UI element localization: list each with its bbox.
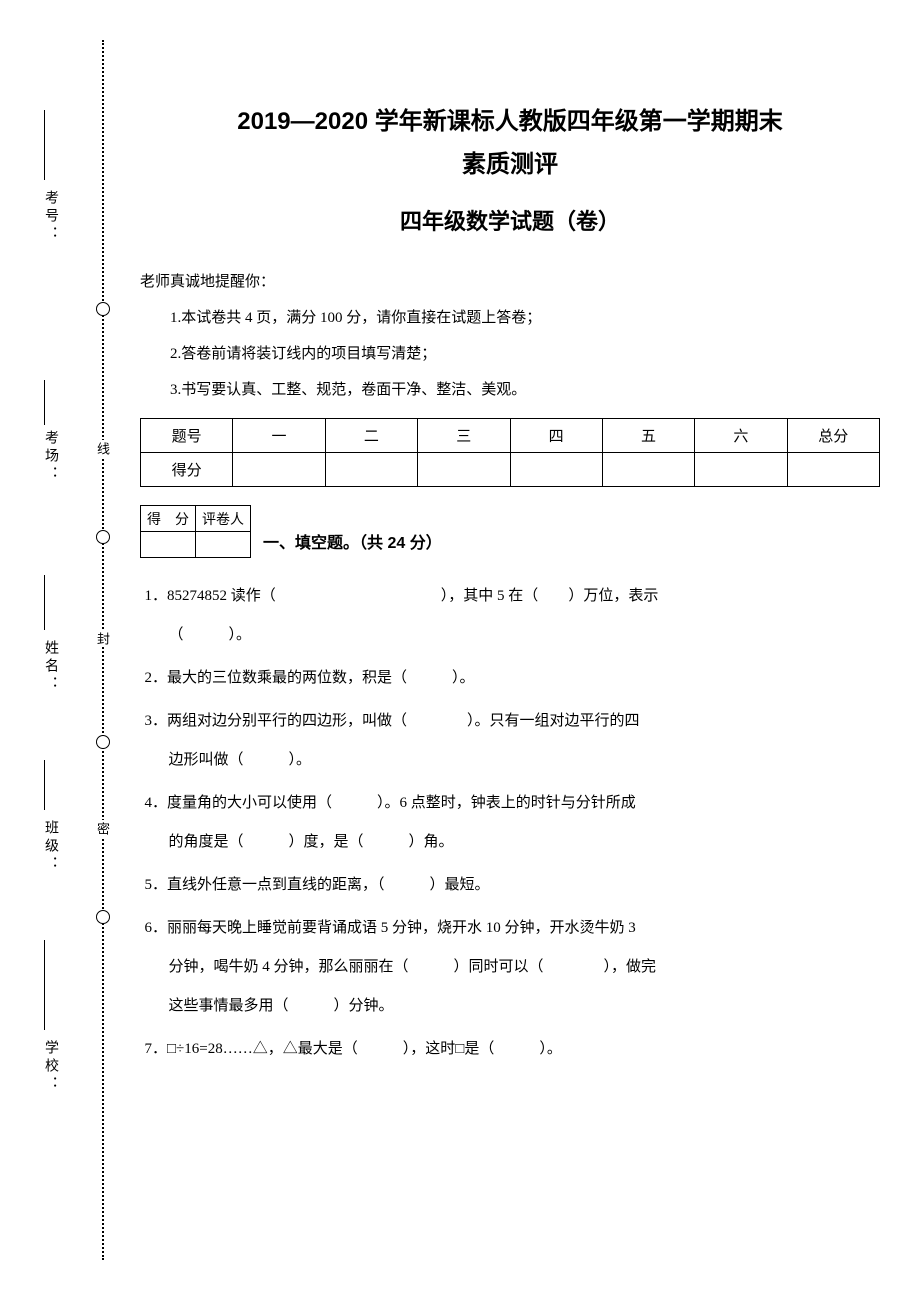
circle-marker — [96, 530, 110, 544]
q1-part: （ — [169, 627, 184, 643]
score-cell — [418, 453, 510, 487]
score-header: 二 — [325, 419, 417, 453]
grader-cell — [141, 532, 196, 558]
binding-dotted-line — [102, 40, 104, 1260]
score-cell — [695, 453, 787, 487]
score-header: 五 — [602, 419, 694, 453]
marker-xian: 线 — [93, 440, 112, 457]
q1-part: ），其中 5 在（ — [441, 588, 539, 604]
marker-mi: 密 — [93, 820, 112, 837]
score-cell — [325, 453, 417, 487]
label-xuexiao: 学校： — [40, 1040, 60, 1094]
reminder-item: 3.书写要认真、工整、规范，卷面干净、整洁、美观。 — [140, 372, 880, 408]
underline — [44, 760, 45, 810]
reminder-item: 1.本试卷共 4 页，满分 100 分，请你直接在试题上答卷； — [140, 300, 880, 336]
page-title-line2: 素质测评 — [140, 143, 880, 186]
reminder-item: 2.答卷前请将装订线内的项目填写清楚； — [140, 336, 880, 372]
label-xingming: 姓名： — [40, 640, 60, 694]
circle-marker — [96, 735, 110, 749]
score-cell — [233, 453, 325, 487]
score-header: 题号 — [141, 419, 233, 453]
q6-line: 这些事情最多用（ ）分钟。 — [145, 987, 881, 1026]
marker-feng: 封 — [93, 630, 112, 647]
score-header: 六 — [695, 419, 787, 453]
question-4: 4．度量角的大小可以使用（ ）。6 点整时，钟表上的时针与分针所成 的角度是（ … — [140, 784, 880, 862]
label-banji: 班级： — [40, 820, 60, 874]
score-header: 四 — [510, 419, 602, 453]
q4-line: 4．度量角的大小可以使用（ ）。6 点整时，钟表上的时针与分针所成 — [145, 795, 636, 811]
score-header: 总分 — [787, 419, 879, 453]
question-7: 7．□÷16=28……△，△最大是（ ），这时□是（ ）。 — [140, 1030, 880, 1069]
underline — [44, 110, 45, 180]
q3-line: 边形叫做（ ）。 — [145, 741, 881, 780]
q1-part: 1．85274852 读作（ — [145, 588, 276, 604]
page-content: 2019—2020 学年新课标人教版四年级第一学期期末 素质测评 四年级数学试题… — [140, 100, 880, 1073]
q3-line: 3．两组对边分别平行的四边形，叫做（ ）。只有一组对边平行的四 — [145, 713, 640, 729]
q4-line: 的角度是（ ）度，是（ ）角。 — [145, 823, 881, 862]
circle-marker — [96, 302, 110, 316]
label-kaohao: 考号： — [40, 190, 60, 244]
q6-line: 分钟，喝牛奶 4 分钟，那么丽丽在（ ）同时可以（ ），做完 — [145, 948, 881, 987]
circle-marker — [96, 910, 110, 924]
score-cell — [787, 453, 879, 487]
question-6: 6．丽丽每天晚上睡觉前要背诵成语 5 分钟，烧开水 10 分钟，开水烫牛奶 3 … — [140, 909, 880, 1026]
question-2: 2．最大的三位数乘最的两位数，积是（ ）。 — [140, 659, 880, 698]
question-3: 3．两组对边分别平行的四边形，叫做（ ）。只有一组对边平行的四 边形叫做（ ）。 — [140, 702, 880, 780]
grader-label: 评卷人 — [196, 506, 251, 532]
grader-table: 得 分 评卷人 — [140, 505, 251, 558]
reminder-head: 老师真诚地提醒你： — [140, 264, 880, 300]
score-table: 题号 一 二 三 四 五 六 总分 得分 — [140, 418, 880, 487]
score-header: 三 — [418, 419, 510, 453]
page-title-line1: 2019—2020 学年新课标人教版四年级第一学期期末 — [140, 100, 880, 143]
section-header-block: 得 分 评卷人 一、填空题。（共 24 分） — [140, 505, 880, 559]
underline — [44, 380, 45, 425]
binding-column: 考号： 考场： 姓名： 班级： 学校： 线 封 密 — [40, 40, 130, 1260]
question-1: 1．85274852 读作（ ），其中 5 在（ ）万位，表示 （ ）。 — [140, 577, 880, 655]
q6-line: 6．丽丽每天晚上睡觉前要背诵成语 5 分钟，烧开水 10 分钟，开水烫牛奶 3 — [145, 920, 636, 936]
score-header: 一 — [233, 419, 325, 453]
page-subtitle: 四年级数学试题（卷） — [140, 204, 880, 236]
score-cell — [510, 453, 602, 487]
grader-label: 得 分 — [141, 506, 196, 532]
question-5: 5．直线外任意一点到直线的距离，（ ）最短。 — [140, 866, 880, 905]
q1-part: ）万位，表示 — [568, 588, 658, 604]
score-label: 得分 — [141, 453, 233, 487]
underline — [44, 575, 45, 630]
underline — [44, 940, 45, 1030]
score-cell — [602, 453, 694, 487]
q1-part: ）。 — [229, 627, 252, 643]
label-kaochang: 考场： — [40, 430, 60, 484]
